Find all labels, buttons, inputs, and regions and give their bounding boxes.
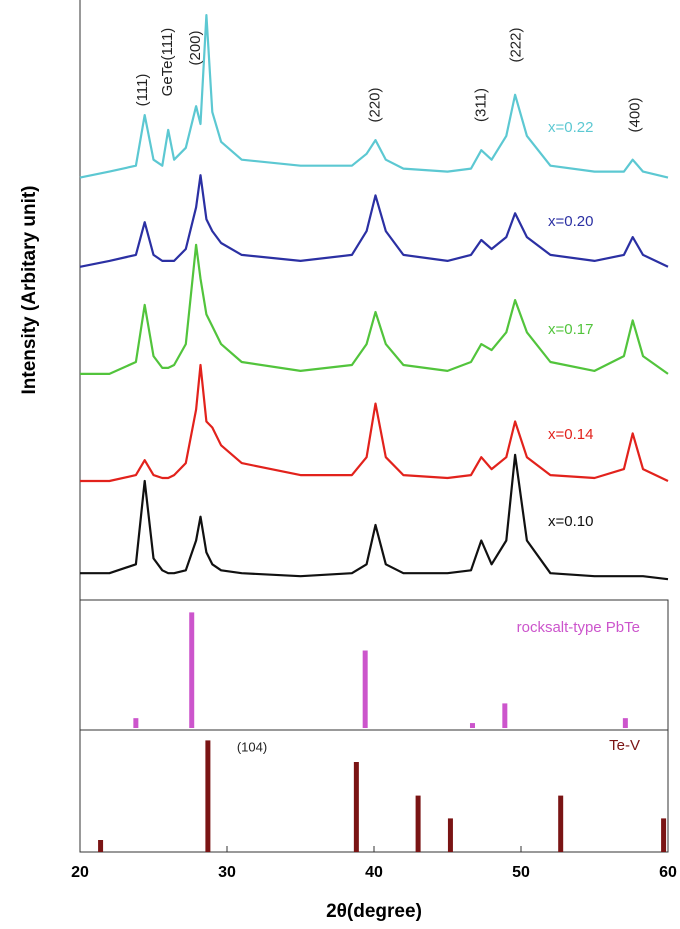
stick	[362, 650, 368, 728]
stick	[469, 723, 475, 728]
x-tick-label: 60	[659, 864, 677, 881]
xrd-trace	[79, 14, 669, 179]
peak-annotation: GeTe(111)	[159, 28, 176, 97]
stick	[502, 703, 508, 728]
peak-annotation: (104)	[237, 739, 267, 754]
x-axis-title: 2θ(degree)	[326, 901, 422, 922]
legend-label: x=0.20	[548, 213, 593, 230]
peak-annotation: (400)	[627, 97, 644, 132]
stick	[661, 818, 667, 852]
stick	[558, 795, 564, 852]
xrd-trace	[80, 453, 669, 581]
xrd-trace	[80, 243, 669, 375]
reference-frame	[79, 599, 669, 853]
stick	[353, 762, 359, 852]
stick	[622, 718, 628, 728]
legend-label: x=0.14	[548, 426, 593, 443]
y-axis-title: Intensity (Arbitary unit)	[19, 185, 40, 394]
stick	[205, 740, 211, 852]
stick	[189, 612, 195, 728]
peak-annotation: (220)	[366, 87, 383, 122]
x-tick-label: 50	[512, 864, 530, 881]
legend-label: x=0.10	[548, 513, 593, 530]
stick	[133, 718, 139, 728]
stick	[98, 840, 104, 852]
x-tick-label: 30	[218, 864, 236, 881]
stick	[447, 818, 453, 852]
legend-label: x=0.22	[548, 119, 593, 136]
stick	[415, 795, 421, 852]
x-tick-label: 40	[365, 864, 383, 881]
xrd-trace	[80, 363, 669, 483]
reference-label: Te-V	[609, 737, 640, 754]
peak-annotation: (222)	[508, 27, 525, 62]
peak-annotation: (111)	[134, 74, 151, 107]
x-tick-label: 20	[71, 864, 89, 881]
legend-label: x=0.17	[548, 321, 593, 338]
peak-annotation: (200)	[187, 30, 204, 65]
xrd-trace	[79, 174, 669, 268]
reference-label: rocksalt-type PbTe	[517, 619, 640, 636]
peak-annotation: (311)	[472, 88, 489, 122]
